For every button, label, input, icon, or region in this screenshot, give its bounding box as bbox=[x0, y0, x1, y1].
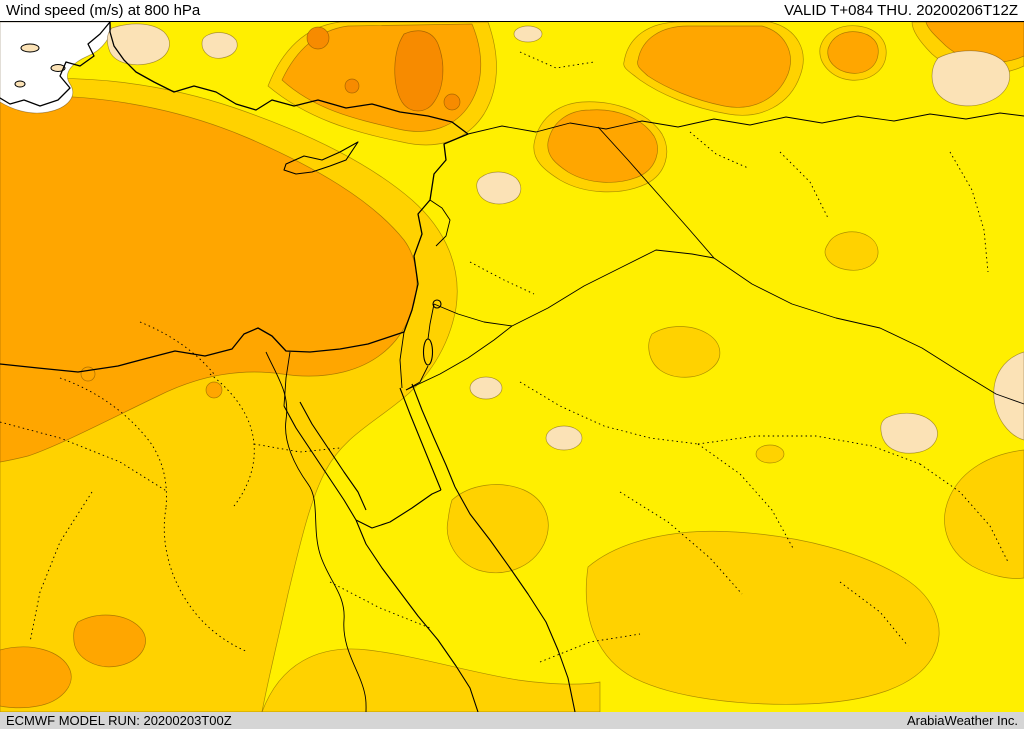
model-run-label: ECMWF MODEL RUN: 20200203T00Z bbox=[6, 713, 232, 728]
valid-time-label: VALID T+084 THU. 20200206T12Z bbox=[784, 2, 1018, 19]
admin-borders-dotted bbox=[0, 51, 1009, 663]
weather-map-canvas bbox=[0, 22, 1024, 712]
coastlines bbox=[0, 22, 576, 712]
rivers bbox=[265, 351, 367, 712]
wind-speed-field bbox=[0, 22, 1024, 712]
credit-label: ArabiaWeather Inc. bbox=[906, 713, 1018, 728]
map-title: Wind speed (m/s) at 800 hPa bbox=[6, 2, 201, 19]
country-borders bbox=[399, 112, 1024, 405]
header-bar: Wind speed (m/s) at 800 hPa VALID T+084 … bbox=[0, 0, 1024, 21]
weather-map bbox=[0, 21, 1024, 712]
footer-bar: ECMWF MODEL RUN: 20200203T00Z ArabiaWeat… bbox=[0, 712, 1024, 729]
